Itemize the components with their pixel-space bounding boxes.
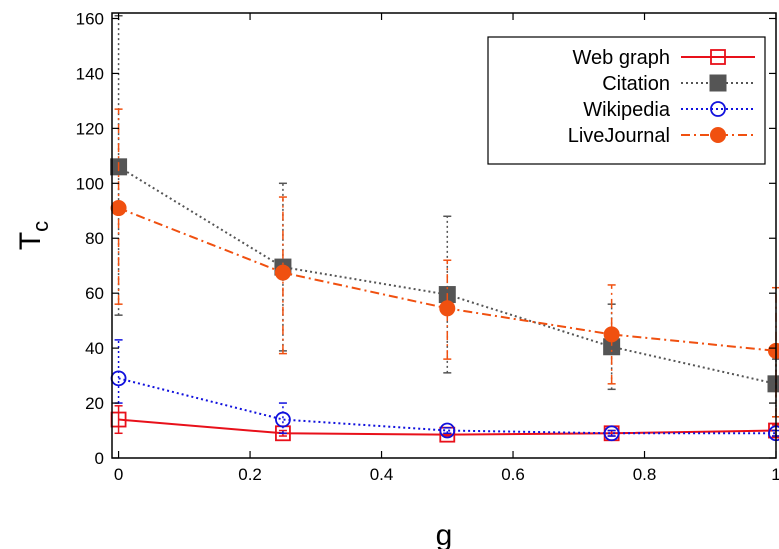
y-tick-label: 80 xyxy=(85,229,104,248)
data-point xyxy=(439,422,456,439)
data-point xyxy=(767,375,779,393)
legend: Web graph Citation Wikipedia LiveJournal xyxy=(487,36,766,165)
legend-label: Web graph xyxy=(573,47,670,69)
x-tick-label: 0 xyxy=(114,465,123,484)
y-tick-label: 20 xyxy=(85,394,104,413)
y-tick-label: 120 xyxy=(76,119,104,138)
legend-marker xyxy=(710,101,726,117)
y-tick-label: 100 xyxy=(76,174,104,193)
data-point xyxy=(274,264,291,281)
y-axis-title-sub: c xyxy=(28,221,53,232)
ticks-layer: 0 0.2 0.4 0.6 0.8 1 0 20 40 60 80 100 120 140 160 xyxy=(76,9,779,484)
y-axis-title-main: T xyxy=(14,232,47,250)
x-tick-label: 0.2 xyxy=(238,465,262,484)
data-point xyxy=(439,300,456,317)
x-tick-label: 0.4 xyxy=(370,465,394,484)
legend-marker xyxy=(710,49,726,65)
data-point xyxy=(768,342,779,359)
y-tick-label: 60 xyxy=(85,284,104,303)
data-point xyxy=(110,200,127,217)
x-tick-label: 1 xyxy=(771,465,779,484)
series-line xyxy=(118,377,776,435)
legend-label: LiveJournal xyxy=(568,125,670,147)
data-point xyxy=(603,326,620,343)
x-axis-title: g xyxy=(436,519,453,549)
series-line xyxy=(118,418,777,436)
data-point xyxy=(603,425,620,442)
y-tick-label: 40 xyxy=(85,339,104,358)
series-wikipedia xyxy=(110,339,779,442)
y-tick-label: 140 xyxy=(76,64,104,83)
legend-marker xyxy=(709,74,727,92)
data-point xyxy=(275,411,291,428)
y-tick-label: 0 xyxy=(95,449,104,468)
plot-frame xyxy=(111,12,777,459)
legend-marker xyxy=(710,127,726,143)
y-axis-title: Tc xyxy=(14,221,53,250)
x-tick-label: 0.6 xyxy=(501,465,525,484)
x-tick-label: 0.8 xyxy=(633,465,657,484)
y-tick-label: 160 xyxy=(76,9,104,28)
legend-label: Citation xyxy=(602,73,670,95)
legend-label: Wikipedia xyxy=(583,99,671,121)
